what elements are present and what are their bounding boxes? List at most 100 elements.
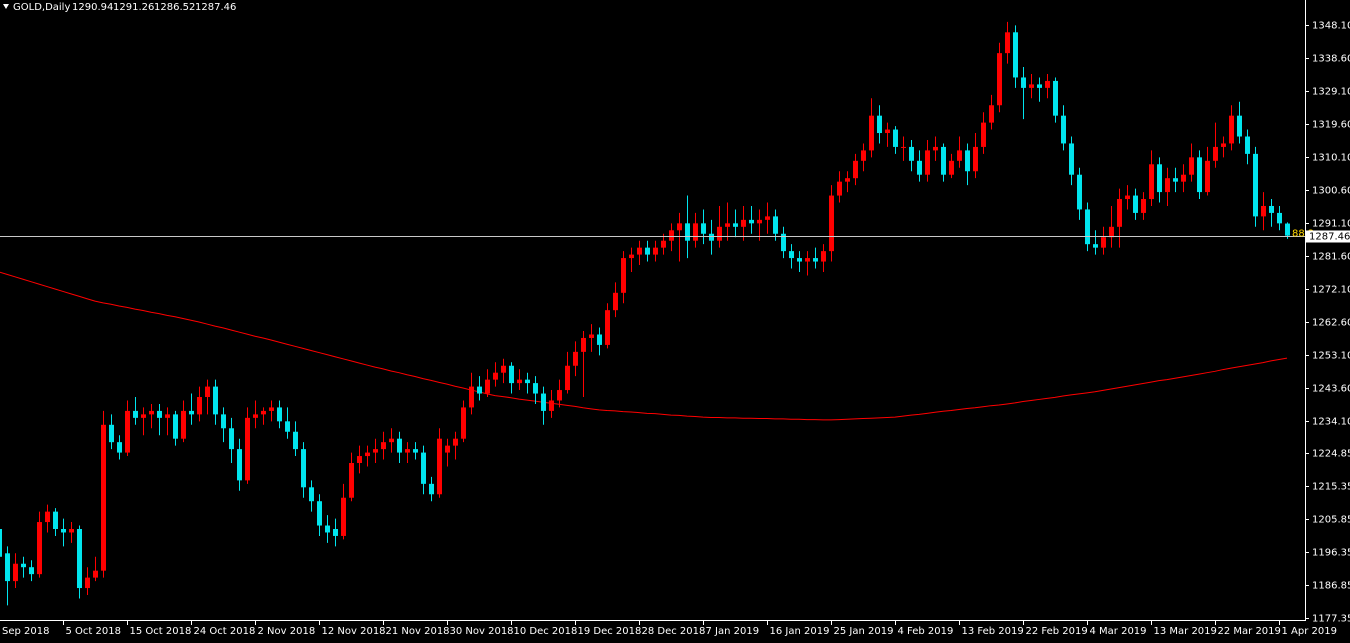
candle-body <box>101 424 106 571</box>
candle-body <box>1133 195 1138 213</box>
candle-body <box>605 310 610 345</box>
candle-body <box>1053 80 1058 116</box>
x-tick-label: 28 Dec 2018 <box>642 626 706 637</box>
header-high: 1291.26 <box>113 2 154 13</box>
candle-body <box>597 334 602 345</box>
candle-body <box>973 146 978 172</box>
candle-body <box>141 414 146 418</box>
candle-body <box>1101 237 1106 248</box>
y-tick-label: 1300.60 <box>1312 186 1350 197</box>
x-tick-label: 15 Oct 2018 <box>130 626 192 637</box>
x-tick-label: 4 Mar 2019 <box>1090 626 1147 637</box>
candle-body <box>901 146 906 148</box>
candle-body <box>0 528 2 557</box>
candle-body <box>493 372 498 380</box>
candle-body <box>253 414 258 418</box>
candle-body <box>893 129 898 147</box>
candle-body <box>357 456 362 464</box>
x-tick-label: 10 Dec 2018 <box>514 626 578 637</box>
candle-body <box>1109 226 1114 238</box>
candle-body <box>1269 205 1274 213</box>
candle-body <box>149 410 154 415</box>
candle-body <box>733 223 738 227</box>
candle-body <box>181 410 186 439</box>
y-tick-label: 1243.60 <box>1312 384 1350 395</box>
candle-body <box>1221 143 1226 147</box>
candle-body <box>1189 157 1194 175</box>
candle-body <box>533 383 538 394</box>
candle-body <box>413 449 418 453</box>
menu-arrow[interactable] <box>3 4 9 9</box>
candle-body <box>5 553 10 582</box>
candle-body <box>237 449 242 481</box>
candle-body <box>581 337 586 352</box>
candle-body <box>813 258 818 262</box>
candle-body <box>885 129 890 134</box>
candle-body <box>77 528 82 589</box>
candle-body <box>1197 157 1202 193</box>
candle-body <box>1253 153 1258 217</box>
candle-body <box>509 365 514 384</box>
y-tick-label: 1262.60 <box>1312 318 1350 329</box>
candle-body <box>165 414 170 418</box>
x-tick-label: 5 Oct 2018 <box>66 626 121 637</box>
candle-body <box>877 115 882 134</box>
candle-body <box>685 223 690 241</box>
candle-body <box>317 501 322 526</box>
candle-body <box>997 53 1002 106</box>
candle-body <box>21 563 26 568</box>
candle-body <box>765 216 770 220</box>
y-tick-label: 1310.10 <box>1312 153 1350 164</box>
candle-body <box>13 563 18 582</box>
candle-body <box>405 449 410 453</box>
candle-body <box>133 410 138 418</box>
candle-body <box>373 449 378 453</box>
header-close: 1287.46 <box>195 2 236 13</box>
candle-body <box>557 390 562 401</box>
candle-body <box>117 442 122 453</box>
candle-body <box>781 233 786 252</box>
candle-body <box>677 223 682 231</box>
header-low: 1286.52 <box>154 2 195 13</box>
candle-body <box>461 407 466 439</box>
candle-body <box>821 251 826 262</box>
candle-body <box>1245 136 1250 154</box>
x-tick-label: 1 Apr 2019 <box>1282 626 1337 637</box>
candle-body <box>829 195 834 252</box>
candle-body <box>85 577 90 589</box>
candle-body <box>389 438 394 443</box>
y-tick-label: 1186.85 <box>1312 581 1350 592</box>
x-tick-label: 13 Feb 2019 <box>962 626 1024 637</box>
candle-body <box>453 438 458 446</box>
candle-body <box>861 150 866 161</box>
candle-body <box>933 146 938 151</box>
candle-body <box>221 414 226 429</box>
candle-body <box>1029 84 1034 88</box>
candle-body <box>1077 174 1082 210</box>
candle-body <box>925 150 930 175</box>
candle-body <box>205 386 210 398</box>
candle-body <box>1021 77 1026 88</box>
candle-body <box>717 226 722 241</box>
candle-body <box>325 525 330 533</box>
candle-body <box>1173 178 1178 182</box>
y-tick-label: 1177.35 <box>1312 614 1350 625</box>
candle-body <box>589 334 594 338</box>
candle-body <box>429 483 434 495</box>
candle-body <box>957 150 962 161</box>
candle-body <box>1093 244 1098 248</box>
candle-body <box>189 410 194 415</box>
x-tick-label: 22 Mar 2019 <box>1218 626 1281 637</box>
candle-body <box>109 424 114 443</box>
candle-body <box>477 386 482 394</box>
bid-price-label: 1287.46 <box>1309 232 1350 243</box>
x-tick-label: 21 Nov 2018 <box>386 626 450 637</box>
candle-body <box>773 216 778 234</box>
y-tick-label: 1196.35 <box>1312 548 1350 559</box>
header-open: 1290.94 <box>72 2 113 13</box>
candle-body <box>269 407 274 411</box>
candle-body <box>1037 84 1042 88</box>
candle-body <box>637 247 642 255</box>
candle-body <box>653 247 658 255</box>
x-tick-label: 25 Jan 2019 <box>834 626 894 637</box>
